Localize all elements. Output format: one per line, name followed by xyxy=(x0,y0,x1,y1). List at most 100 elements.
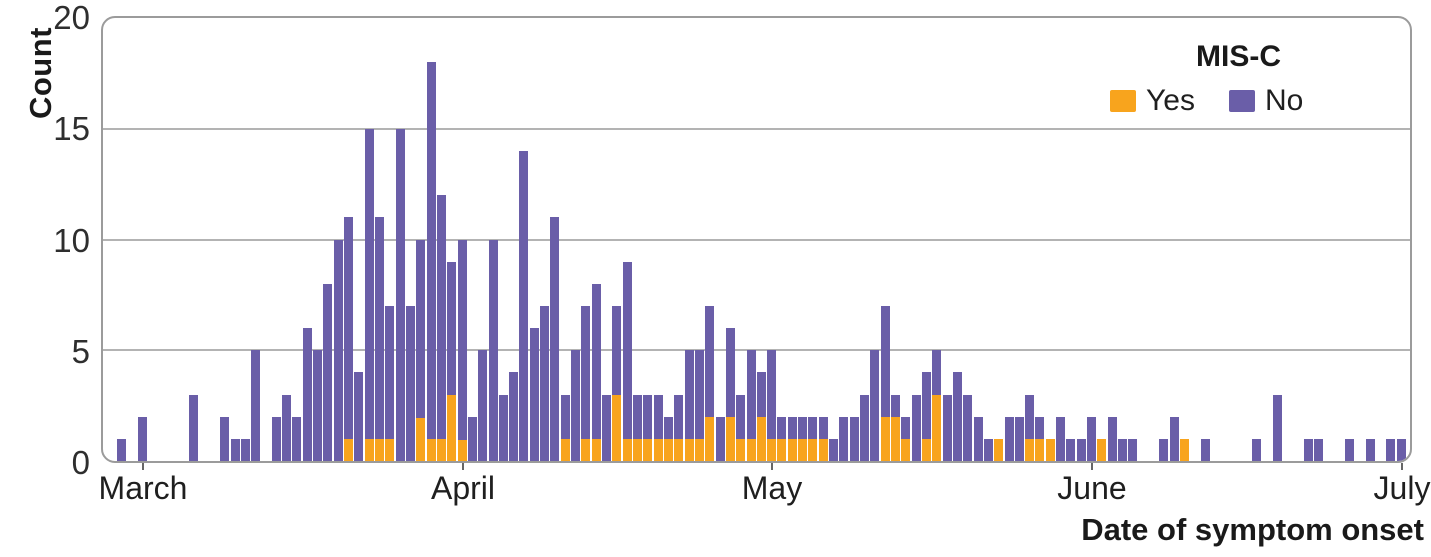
bar-segment-yes xyxy=(592,439,602,461)
bar-segment-no xyxy=(1386,439,1396,461)
bar-segment-yes xyxy=(458,439,468,461)
bar-segment-yes xyxy=(757,417,767,461)
bar-segment-no xyxy=(757,372,767,417)
bar-segment-no xyxy=(654,395,664,439)
bar-segment-no xyxy=(891,395,901,417)
bar-segment-no xyxy=(540,306,550,461)
bar-segment-no xyxy=(241,439,251,461)
bar-segment-no xyxy=(334,240,344,461)
bar-segment-no xyxy=(633,395,643,439)
bar-segment-no xyxy=(602,395,612,461)
x-axis-title: Date of symptom onset xyxy=(1081,512,1424,547)
bar-segment-yes xyxy=(994,439,1004,461)
bar-segment-yes xyxy=(891,417,901,461)
bar-segment-no xyxy=(943,395,953,461)
bar-segment-yes xyxy=(695,439,705,461)
bar-segment-yes xyxy=(798,439,808,461)
bar-segment-yes xyxy=(901,439,911,461)
bar-segment-no xyxy=(550,217,560,461)
plot-panel: MIS-C Yes No xyxy=(101,16,1412,463)
gridline-y-5 xyxy=(103,349,1410,351)
legend-item-yes: Yes xyxy=(1110,84,1195,118)
bar-segment-yes xyxy=(1035,439,1045,461)
bar-segment-no xyxy=(189,395,199,461)
bar-segment-no xyxy=(1128,439,1138,461)
bar-segment-no xyxy=(499,395,509,461)
bar-segment-no xyxy=(612,306,622,395)
bar-segment-yes xyxy=(561,439,571,461)
bar-segment-no xyxy=(695,350,705,439)
bar-segment-no xyxy=(489,240,499,461)
bar-segment-yes xyxy=(808,439,818,461)
bar-segment-no xyxy=(664,417,674,439)
x-tick-mark-may xyxy=(771,463,773,470)
bar-segment-no xyxy=(953,372,963,461)
bar-segment-yes xyxy=(819,439,829,461)
legend-items: Yes No xyxy=(1096,84,1396,118)
bar-segment-no xyxy=(509,372,519,461)
x-tick-label-july: July xyxy=(1373,470,1431,506)
x-tick-mark-april xyxy=(462,463,464,470)
bar-segment-no xyxy=(1252,439,1262,461)
bar-segment-no xyxy=(581,306,591,439)
legend: MIS-C Yes No xyxy=(1096,40,1396,118)
bar-segment-no xyxy=(1304,439,1314,461)
bar-segment-no xyxy=(1005,417,1015,461)
bar-segment-no xyxy=(1345,439,1355,461)
bar-segment-yes xyxy=(747,439,757,461)
bar-segment-no xyxy=(1035,417,1045,439)
bar-segment-no xyxy=(716,417,726,461)
bar-segment-no xyxy=(251,350,261,461)
bar-segment-no xyxy=(437,195,447,439)
bar-segment-no xyxy=(819,417,829,439)
y-tick-label-0: 0 xyxy=(71,444,90,481)
bar-segment-no xyxy=(406,306,416,461)
gridline-y-15 xyxy=(103,128,1410,130)
bar-segment-no xyxy=(282,395,292,461)
bar-segment-no xyxy=(1314,439,1324,461)
bar-segment-no xyxy=(354,372,364,461)
x-tick-label-june: June xyxy=(1057,470,1127,506)
bar-segment-yes xyxy=(633,439,643,461)
bar-segment-no xyxy=(1077,439,1087,461)
bar-segment-no xyxy=(1170,417,1180,461)
x-tick-mark-july xyxy=(1401,463,1403,470)
bar-segment-yes xyxy=(437,439,447,461)
bar-segment-yes xyxy=(375,439,385,461)
bar-segment-no xyxy=(798,417,808,439)
x-tick-label-april: April xyxy=(430,470,495,506)
bar-segment-no xyxy=(323,284,333,461)
bar-segment-no xyxy=(984,439,994,461)
bar-segment-no xyxy=(571,350,581,461)
bar-segment-no xyxy=(829,439,839,461)
bar-segment-yes xyxy=(736,439,746,461)
bar-segment-no xyxy=(468,417,478,461)
bar-segment-no xyxy=(674,395,684,439)
bar-segment-yes xyxy=(788,439,798,461)
legend-title: MIS-C xyxy=(1196,40,1281,73)
bar-segment-no xyxy=(870,350,880,461)
bar-segment-no xyxy=(1087,417,1097,461)
legend-swatch-no-icon xyxy=(1228,90,1255,112)
bar-segment-no xyxy=(272,417,282,461)
x-tick-mark-march xyxy=(142,463,144,470)
gridline-y-10 xyxy=(103,239,1410,241)
bar-segment-no xyxy=(623,262,633,439)
bar-segment-no xyxy=(117,439,127,461)
bar-segment-no xyxy=(375,217,385,439)
legend-item-no: No xyxy=(1228,84,1303,118)
bar-segment-no xyxy=(416,240,426,418)
bar-segment-yes xyxy=(1025,439,1035,461)
bar-segment-no xyxy=(932,350,942,395)
bar-segment-no xyxy=(860,395,870,461)
y-tick-label-5: 5 xyxy=(71,333,90,370)
bar-segment-yes xyxy=(365,439,375,461)
bar-segment-no xyxy=(1201,439,1211,461)
bar-segment-no xyxy=(839,417,849,461)
bar-segment-no xyxy=(592,284,602,439)
bar-segment-yes xyxy=(881,417,891,461)
bar-segment-no xyxy=(736,395,746,439)
bar-segment-yes xyxy=(344,439,354,461)
bar-segment-no xyxy=(1108,417,1118,461)
legend-swatch-yes-icon xyxy=(1110,90,1136,112)
